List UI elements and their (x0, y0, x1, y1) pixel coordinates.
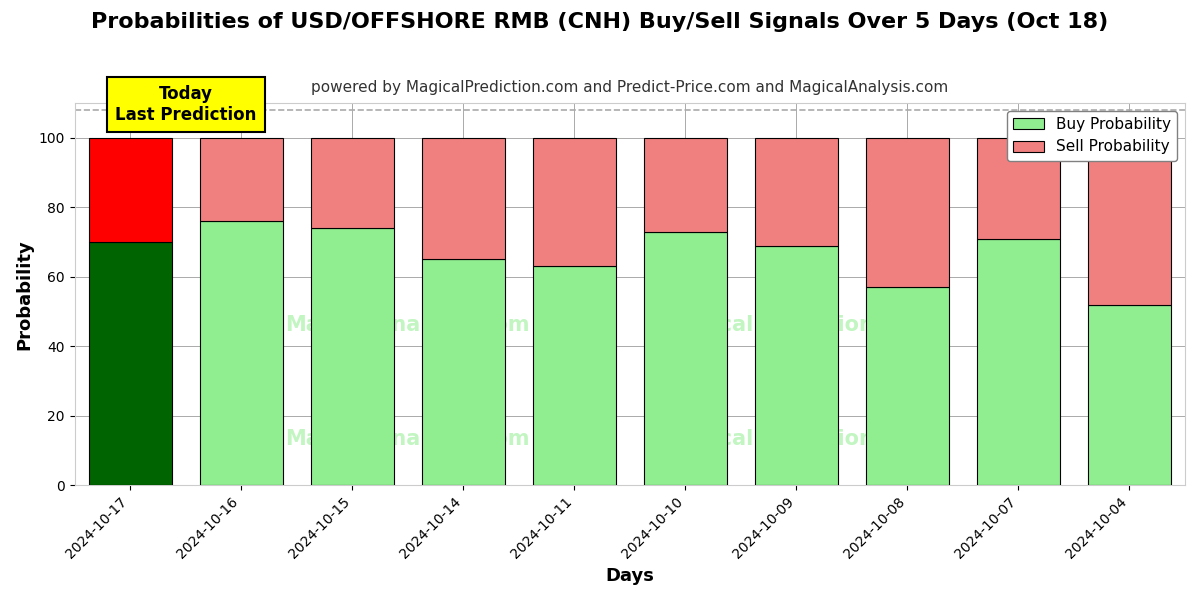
Bar (199, 138, 283, 221)
Bar (533, 138, 616, 266)
Bar (865, 287, 949, 485)
Bar (311, 228, 394, 485)
X-axis label: Days: Days (605, 567, 654, 585)
Text: Probabilities of USD/OFFSHORE RMB (CNH) Buy/Sell Signals Over 5 Days (Oct 18): Probabilities of USD/OFFSHORE RMB (CNH) … (91, 12, 1109, 32)
Bar (643, 232, 727, 485)
Text: MagicalAnalysis.com: MagicalAnalysis.com (286, 315, 530, 335)
Bar (199, 221, 283, 485)
Bar (533, 266, 616, 485)
Bar (311, 138, 394, 228)
Bar (421, 259, 505, 485)
Bar (1088, 305, 1171, 485)
Bar (643, 138, 727, 232)
Bar (89, 242, 172, 485)
Title: powered by MagicalPrediction.com and Predict-Price.com and MagicalAnalysis.com: powered by MagicalPrediction.com and Pre… (311, 80, 948, 95)
Bar (89, 138, 172, 242)
Text: MagicalPrediction.com: MagicalPrediction.com (662, 315, 930, 335)
Bar (1088, 138, 1171, 305)
Bar (977, 239, 1060, 485)
Text: Today
Last Prediction: Today Last Prediction (115, 85, 257, 124)
Bar (421, 138, 505, 259)
Y-axis label: Probability: Probability (16, 239, 34, 350)
Text: MagicalPrediction.com: MagicalPrediction.com (662, 430, 930, 449)
Text: MagicalAnalysis.com: MagicalAnalysis.com (286, 430, 530, 449)
Bar (755, 245, 838, 485)
Bar (755, 138, 838, 245)
Bar (865, 138, 949, 287)
Legend: Buy Probability, Sell Probability: Buy Probability, Sell Probability (1007, 111, 1177, 161)
Bar (977, 138, 1060, 239)
